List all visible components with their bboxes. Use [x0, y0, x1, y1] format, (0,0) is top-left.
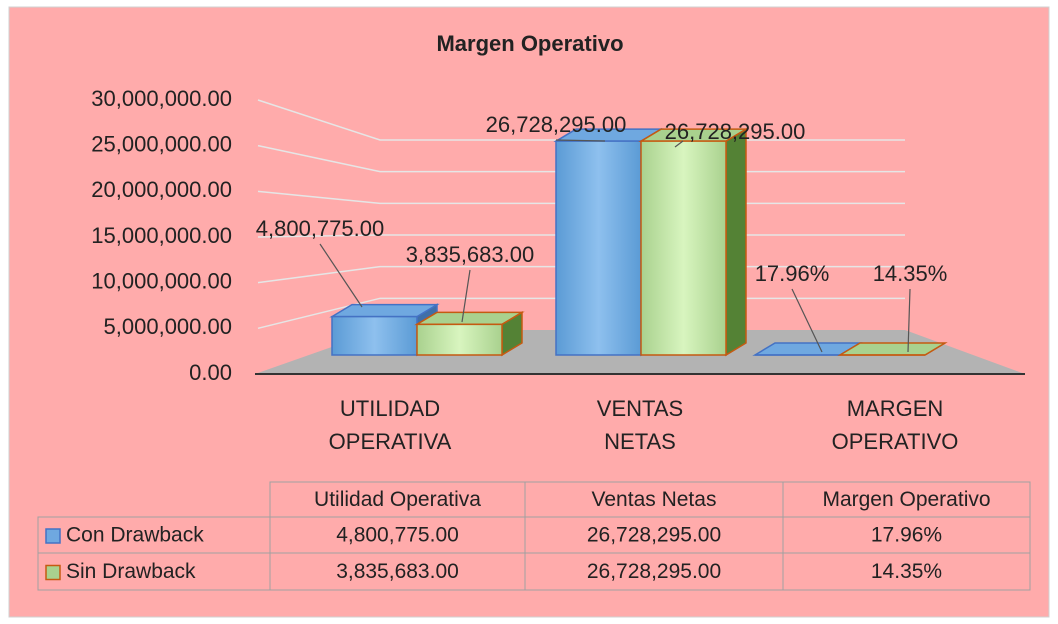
table-header: Utilidad Operativa	[314, 488, 481, 511]
leader-line	[674, 140, 684, 148]
data-label: 17.96%	[755, 261, 830, 286]
leader-line	[791, 288, 823, 353]
legend-label: Con Drawback	[66, 524, 204, 547]
y-tick-label: 20,000,000.00	[91, 177, 232, 202]
y-tick-label: 25,000,000.00	[91, 131, 232, 156]
table-value: 4,800,775.00	[336, 524, 459, 547]
chart-background	[8, 6, 1050, 618]
table-header: Margen Operativo	[822, 488, 990, 511]
leader-line	[319, 243, 363, 308]
x-tick-label: UTILIDAD OPERATIVA	[329, 396, 452, 454]
leader-line	[907, 288, 911, 353]
bar	[837, 342, 948, 356]
legend-swatch	[45, 564, 61, 581]
table-value: 14.35%	[871, 560, 942, 583]
table-header: Ventas Netas	[592, 488, 717, 511]
bar	[414, 310, 525, 357]
data-label: 14.35%	[873, 261, 948, 286]
bar	[638, 127, 749, 357]
x-tick-label: VENTAS NETAS	[597, 396, 683, 454]
data-label: 3,835,683.00	[406, 242, 534, 267]
y-tick-label: 5,000,000.00	[104, 314, 232, 339]
legend-label: Sin Drawback	[66, 560, 196, 583]
legend-swatch	[45, 528, 61, 544]
y-tick-label: 10,000,000.00	[91, 268, 232, 293]
leader-line	[461, 269, 471, 323]
table-value: 3,835,683.00	[336, 560, 459, 583]
y-tick-label: 15,000,000.00	[91, 223, 232, 248]
x-tick-label: MARGEN OPERATIVO	[832, 396, 959, 454]
data-label: 26,728,295.00	[665, 119, 806, 144]
y-tick-label: 0.00	[189, 360, 232, 385]
y-tick-label: 30,000,000.00	[91, 86, 232, 111]
table-value: 26,728,295.00	[587, 524, 721, 547]
table-value: 17.96%	[871, 524, 942, 547]
leader-line	[555, 139, 606, 142]
table-cell	[782, 552, 1031, 591]
data-label: 4,800,775.00	[256, 216, 384, 241]
data-label: 26,728,295.00	[486, 112, 627, 137]
chart-title: Margen Operativo	[436, 31, 623, 56]
table-value: 26,728,295.00	[587, 560, 721, 583]
